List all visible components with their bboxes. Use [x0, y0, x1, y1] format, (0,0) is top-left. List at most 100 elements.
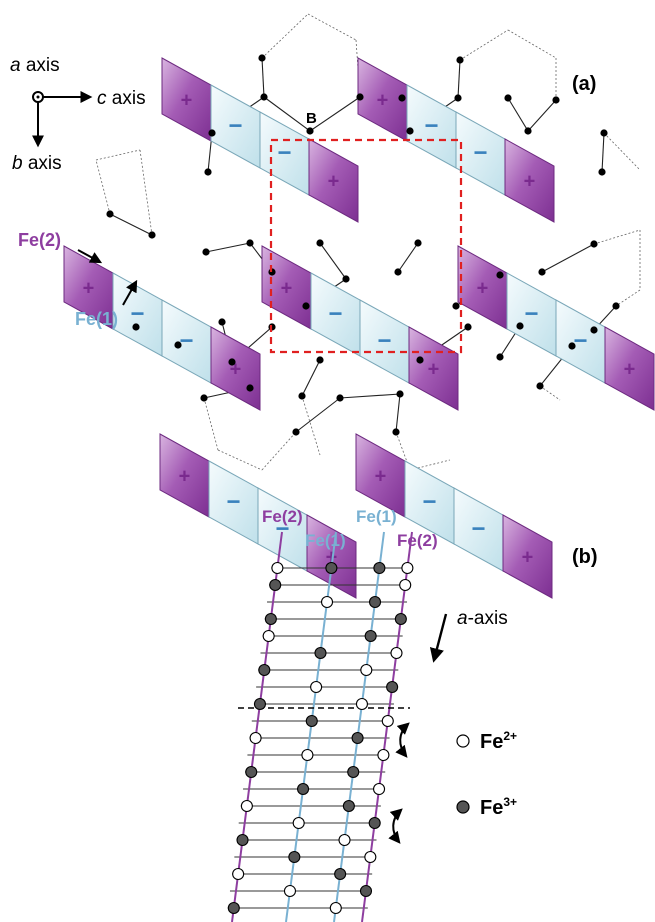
a-axis-label: a axis — [10, 55, 60, 76]
panel-b-label: (b) — [572, 546, 598, 568]
b-site-dot — [496, 353, 504, 361]
axis-triad: a axis c axis b axis — [10, 55, 146, 174]
minus-sign: − — [228, 113, 242, 140]
plus-sign: + — [179, 466, 191, 488]
b-site-dot — [464, 323, 472, 331]
plus-sign: + — [230, 359, 242, 381]
fe2plus-site — [373, 782, 386, 796]
b-site-dot — [228, 358, 236, 366]
b-site-bond — [541, 243, 595, 273]
plus-sign: + — [624, 359, 636, 381]
b-site-dot — [406, 127, 414, 135]
b-site-dot — [292, 428, 300, 436]
b-site-dot — [568, 342, 576, 350]
minus-sign: − — [277, 140, 291, 167]
plus-sign: + — [524, 171, 536, 193]
fe2plus-site — [329, 901, 342, 915]
plus-sign: + — [83, 278, 95, 300]
hop-arrow-icon — [388, 808, 403, 844]
b-site-dot — [258, 54, 266, 62]
fe3plus-site — [253, 697, 266, 711]
fe2-octahedron — [502, 514, 553, 599]
framework-edge — [615, 289, 641, 307]
b-site-bond — [301, 359, 321, 397]
b-site-dot — [452, 302, 460, 310]
b-site-bond — [205, 242, 251, 253]
b-site-dot — [590, 240, 598, 248]
fe2-pointer-arrow-icon — [77, 249, 103, 264]
fe2plus-site — [360, 663, 373, 677]
fe3plus-site — [245, 765, 258, 779]
b-site-bond — [261, 57, 265, 98]
fe3plus-site — [325, 561, 338, 575]
b-site-bond — [457, 59, 461, 99]
b-site-bond — [309, 96, 361, 132]
framework-edge — [409, 459, 451, 471]
b-site-bond — [601, 132, 605, 173]
fe3plus-site — [288, 850, 301, 864]
panel-a: + − − + + − − + + − − + + − − + + − − + + − − + + − − + a axis c ax… — [10, 13, 655, 599]
fe2-left-column — [231, 531, 283, 922]
framework-edge — [603, 132, 641, 171]
fe3plus-site — [258, 663, 271, 677]
b-site-dot — [552, 96, 560, 104]
plus-sign: + — [181, 90, 193, 112]
fe2plus-site — [283, 884, 297, 898]
b-site-dot — [204, 168, 212, 176]
minus-sign: − — [573, 328, 587, 355]
plus-sign: + — [522, 547, 534, 569]
b-site-dot — [218, 318, 226, 326]
fe2-octahedron — [306, 514, 357, 599]
b-site-dot — [208, 129, 216, 137]
hop-arrow-icon — [395, 722, 410, 758]
fe3plus-site — [368, 816, 381, 830]
fe3plus-site — [351, 731, 364, 745]
col-label-fe2-left: Fe(2) — [262, 507, 303, 526]
fe1-label: Fe(1) — [75, 309, 118, 329]
b-site-dot — [342, 275, 350, 283]
fe2-octahedron — [604, 326, 655, 411]
col-label-fe2-right: Fe(2) — [397, 531, 438, 550]
fe2plus-site — [364, 850, 377, 864]
fe3plus-site — [334, 867, 347, 881]
plus-sign: + — [281, 278, 293, 300]
legend-filled-circle-icon — [456, 800, 470, 814]
plus-sign: + — [328, 171, 340, 193]
fe3plus-site — [305, 714, 318, 728]
b-site-dot — [246, 384, 254, 392]
fe3plus-site — [373, 561, 386, 575]
framework-edge — [459, 29, 509, 61]
plus-sign: + — [377, 90, 389, 112]
b-site-bond — [109, 213, 153, 236]
plus-sign: + — [477, 278, 489, 300]
plus-sign: + — [326, 547, 338, 569]
b-site-label: B — [306, 110, 317, 127]
plus-sign: + — [375, 466, 387, 488]
fe3plus-site — [264, 612, 277, 626]
framework-edge — [139, 149, 153, 236]
fe2plus-site — [310, 680, 323, 694]
b-site-bond — [339, 393, 401, 399]
b-site-dot — [306, 127, 314, 135]
minus-sign: − — [328, 301, 342, 328]
fe3plus-site — [359, 884, 373, 898]
minus-sign: − — [377, 328, 391, 355]
legend-fe3plus: Fe3+ — [480, 795, 517, 819]
framework-edge — [261, 13, 309, 59]
b-site-bond — [319, 242, 347, 280]
b-site-bond — [263, 96, 311, 132]
fe2-octahedron — [504, 138, 555, 223]
b-site-bond — [395, 393, 401, 433]
fe3plus-site — [236, 833, 249, 847]
minus-sign: − — [275, 516, 289, 543]
fe3plus-site — [314, 646, 327, 660]
minus-sign: − — [471, 516, 485, 543]
minus-sign: − — [179, 328, 193, 355]
a-axis-arrow-icon — [429, 613, 448, 663]
fe3plus-site — [342, 799, 355, 813]
b-site-dot — [148, 231, 156, 239]
b-site-dot — [456, 56, 464, 64]
b-site-dot — [316, 239, 324, 247]
b-site-dot — [316, 356, 324, 364]
